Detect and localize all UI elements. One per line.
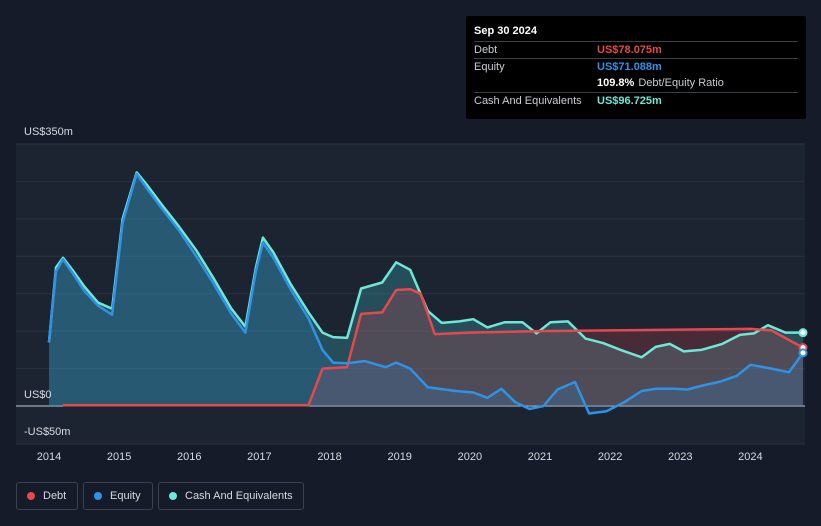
legend-debt-dot: [27, 492, 35, 500]
x-tick-label: 2020: [458, 451, 482, 463]
tooltip-debt-row: Debt US$78.075m: [474, 41, 798, 58]
tooltip-cash-value: US$96.725m: [597, 95, 662, 107]
cash-and-equivalents-line: [47, 171, 803, 359]
legend-item-cash[interactable]: Cash And Equivalents: [158, 482, 304, 510]
x-tick-label: 2021: [528, 451, 552, 463]
tooltip-ratio-row: 109.8% Debt/Equity Ratio: [474, 75, 798, 92]
tooltip-date: Sep 30 2024: [474, 25, 537, 37]
tooltip-equity-row: Equity US$71.088m: [474, 58, 798, 75]
legend-equity-dot: [94, 492, 102, 500]
tooltip-ratio-suffix: Debt/Equity Ratio: [638, 77, 724, 89]
y-axis-top-label: US$350m: [24, 126, 73, 138]
equity-area: [49, 173, 803, 414]
equity-end-marker: [798, 348, 808, 358]
x-tick-label: 2015: [107, 451, 131, 463]
tooltip-panel: Sep 30 2024 Debt US$78.075m Equity US$71…: [466, 16, 806, 119]
debt-area: [63, 289, 803, 406]
x-tick-label: 2017: [247, 451, 271, 463]
legend-equity-label: Equity: [110, 490, 141, 502]
legend-cash-dot: [169, 492, 177, 500]
tooltip-cash-row: Cash And Equivalents US$96.725m: [474, 92, 798, 109]
x-tick-label: 2016: [177, 451, 201, 463]
debt-line: [63, 287, 804, 407]
y-axis-zero-label: US$0: [24, 389, 52, 401]
equity-line: [47, 172, 805, 415]
tooltip-debt-value: US$78.075m: [597, 44, 662, 56]
legend-item-debt[interactable]: Debt: [16, 482, 78, 510]
x-tick-label: 2018: [317, 451, 341, 463]
y-axis-bottom-label: -US$50m: [24, 426, 70, 438]
tooltip-ratio-value: 109.8%: [597, 77, 635, 89]
x-tick-label: 2019: [387, 451, 411, 463]
tooltip-equity-label: Equity: [474, 61, 505, 73]
legend-cash-label: Cash And Equivalents: [185, 490, 293, 502]
tooltip-cash-label: Cash And Equivalents: [474, 95, 582, 107]
legend-item-equity[interactable]: Equity: [83, 482, 153, 510]
cash-and-equivalents-end-marker: [798, 328, 808, 338]
x-tick-label: 2024: [738, 451, 762, 463]
x-tick-label: 2014: [37, 451, 61, 463]
legend-debt-label: Debt: [43, 490, 67, 502]
x-tick-label: 2022: [598, 451, 622, 463]
tooltip-debt-label: Debt: [474, 44, 498, 56]
x-tick-label: 2023: [668, 451, 692, 463]
tooltip-equity-value: US$71.088m: [597, 61, 662, 73]
debt-equity-chart: US$350m US$0 -US$50m 2014 2015 2016 2017 201…: [16, 126, 808, 463]
